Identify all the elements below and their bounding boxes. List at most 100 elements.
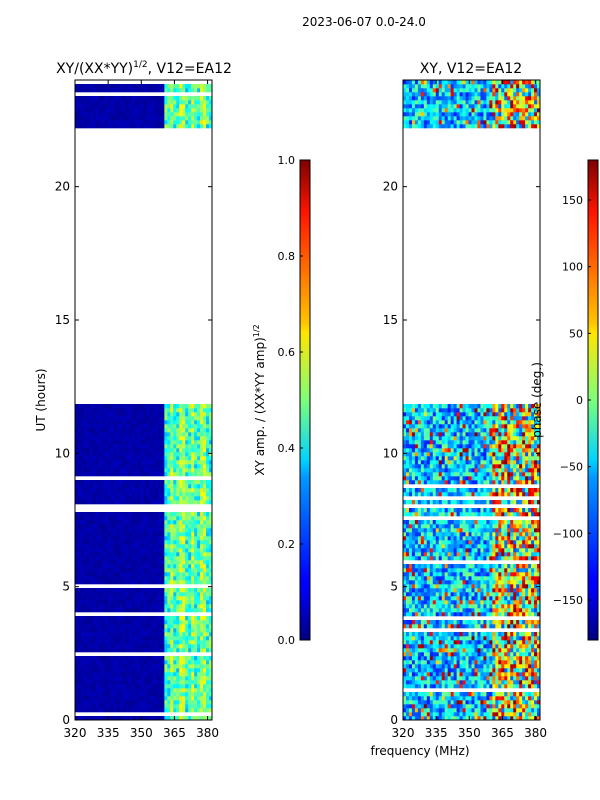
heatmap-cell — [92, 524, 97, 529]
heatmap-cell — [173, 468, 177, 473]
heatmap-cell — [435, 708, 440, 713]
heatmap-cell — [107, 436, 112, 441]
heatmap-cell — [185, 696, 189, 701]
heatmap-cell — [155, 556, 159, 561]
heatmap-cell — [528, 716, 532, 720]
heatmap-cell — [191, 608, 195, 613]
heatmap-cell — [134, 500, 138, 505]
heatmap-cell — [107, 120, 112, 125]
heatmap-cell — [101, 440, 106, 445]
heatmap-cell — [459, 648, 463, 653]
heatmap-cell — [498, 712, 502, 717]
heatmap-cell — [149, 628, 153, 633]
heatmap-cell — [116, 416, 121, 421]
heatmap-cell — [113, 464, 118, 469]
heatmap-cell — [414, 716, 419, 720]
heatmap-cell — [185, 460, 189, 465]
heatmap-cell — [131, 436, 135, 441]
heatmap-cell — [203, 536, 207, 541]
heatmap-cell — [510, 712, 514, 717]
heatmap-cell — [209, 436, 212, 441]
heatmap-cell — [137, 496, 141, 501]
heatmap-cell — [104, 452, 109, 457]
heatmap-cell — [110, 428, 115, 433]
heatmap-cell — [116, 576, 121, 581]
heatmap-cell — [158, 576, 162, 581]
heatmap-cell — [519, 612, 523, 617]
heatmap-cell — [104, 576, 109, 581]
heatmap-cell — [101, 648, 106, 653]
heatmap-cell — [125, 520, 130, 525]
heatmap-cell — [414, 656, 419, 661]
heatmap-cell — [185, 452, 189, 457]
heatmap-cell — [444, 648, 449, 653]
heatmap-cell — [200, 120, 204, 125]
heatmap-cell — [164, 440, 168, 445]
heatmap-cell — [110, 564, 115, 569]
heatmap-cell — [158, 432, 162, 437]
heatmap-cell — [83, 716, 88, 720]
heatmap-cell — [134, 540, 138, 545]
heatmap-cell — [149, 512, 153, 517]
heatmap-cell — [104, 412, 109, 417]
heatmap-cell — [170, 560, 174, 565]
heatmap-cell — [149, 536, 153, 541]
heatmap-cell — [140, 604, 144, 609]
heatmap-cell — [501, 620, 505, 625]
heatmap-cell — [137, 684, 141, 689]
heatmap-cell — [173, 460, 177, 465]
heatmap-cell — [209, 524, 212, 529]
heatmap-cell — [194, 692, 198, 697]
heatmap-cell — [403, 612, 407, 617]
heatmap-cell — [95, 452, 100, 457]
heatmap-cell — [483, 668, 487, 673]
heatmap-cell — [137, 536, 141, 541]
heatmap-cell — [146, 616, 150, 621]
heatmap-cell — [161, 648, 165, 653]
heatmap-cell — [149, 464, 153, 469]
heatmap-cell — [161, 480, 165, 485]
heatmap-cell — [420, 612, 425, 617]
heatmap-cell — [209, 588, 212, 593]
heatmap-cell — [75, 536, 79, 541]
heatmap-cell — [137, 660, 141, 665]
heatmap-cell — [131, 96, 135, 101]
heatmap-cell — [501, 712, 505, 717]
heatmap-cell — [137, 120, 141, 125]
heatmap-cell — [110, 700, 115, 705]
heatmap-cell — [164, 528, 168, 533]
heatmap-cell — [444, 700, 449, 705]
heatmap-cell — [456, 672, 460, 677]
heatmap-cell — [107, 492, 112, 497]
heatmap-cell — [92, 532, 97, 537]
heatmap-cell — [528, 684, 532, 689]
heatmap-cell — [441, 648, 446, 653]
heatmap-cell — [507, 640, 511, 645]
heatmap-cell — [444, 656, 449, 661]
heatmap-cell — [83, 688, 88, 693]
heatmap-cell — [86, 520, 91, 525]
heatmap-cell — [131, 708, 135, 713]
heatmap-cell — [110, 516, 115, 521]
heatmap-cell — [441, 624, 446, 629]
heatmap-cell — [176, 656, 180, 661]
heatmap-cell — [176, 668, 180, 673]
heatmap-cell — [77, 668, 82, 673]
heatmap-cell — [134, 544, 138, 549]
heatmap-cell — [86, 500, 91, 505]
heatmap-cell — [456, 624, 460, 629]
heatmap-cell — [89, 112, 94, 117]
heatmap-cell — [134, 680, 138, 685]
heatmap-cell — [104, 708, 109, 713]
heatmap-cell — [95, 468, 100, 473]
heatmap-cell — [131, 532, 135, 537]
heatmap-cell — [122, 572, 127, 577]
heatmap-cell — [149, 636, 153, 641]
heatmap-cell — [495, 664, 499, 669]
heatmap-cell — [146, 560, 150, 565]
heatmap-cell — [206, 440, 210, 445]
heatmap-cell — [438, 624, 443, 629]
heatmap-cell — [134, 404, 138, 409]
heatmap-cell — [414, 612, 419, 617]
heatmap-cell — [146, 84, 150, 89]
